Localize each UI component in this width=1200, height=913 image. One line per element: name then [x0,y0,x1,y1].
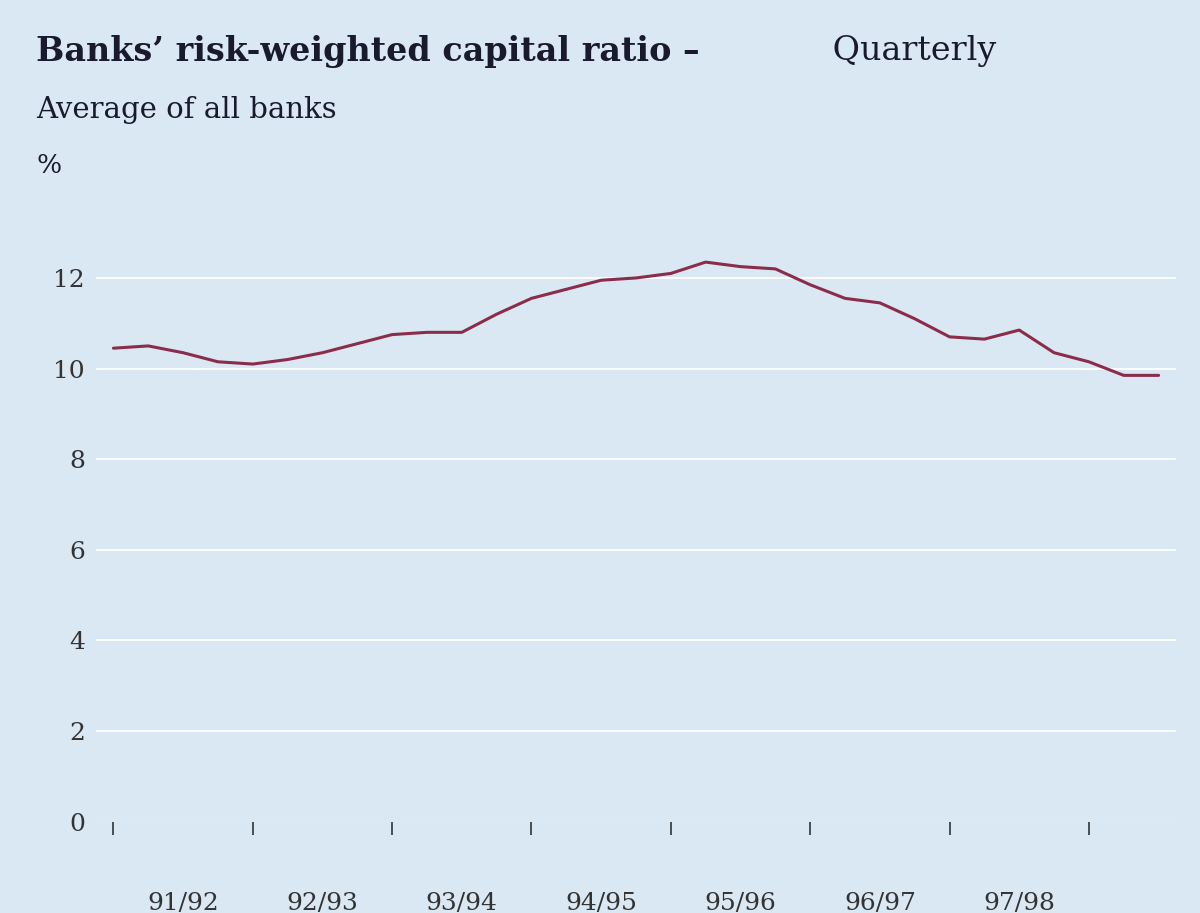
Text: Quarterly: Quarterly [822,35,996,67]
Text: Banks’ risk-weighted capital ratio –: Banks’ risk-weighted capital ratio – [36,35,700,68]
Text: 93/94: 93/94 [426,892,498,913]
Text: 96/97: 96/97 [844,892,916,913]
Text: 92/93: 92/93 [287,892,359,913]
Text: 95/96: 95/96 [704,892,776,913]
Text: 97/98: 97/98 [983,892,1055,913]
Text: 94/95: 94/95 [565,892,637,913]
Text: 91/92: 91/92 [148,892,218,913]
Text: %: % [36,153,61,178]
Text: Average of all banks: Average of all banks [36,96,337,124]
